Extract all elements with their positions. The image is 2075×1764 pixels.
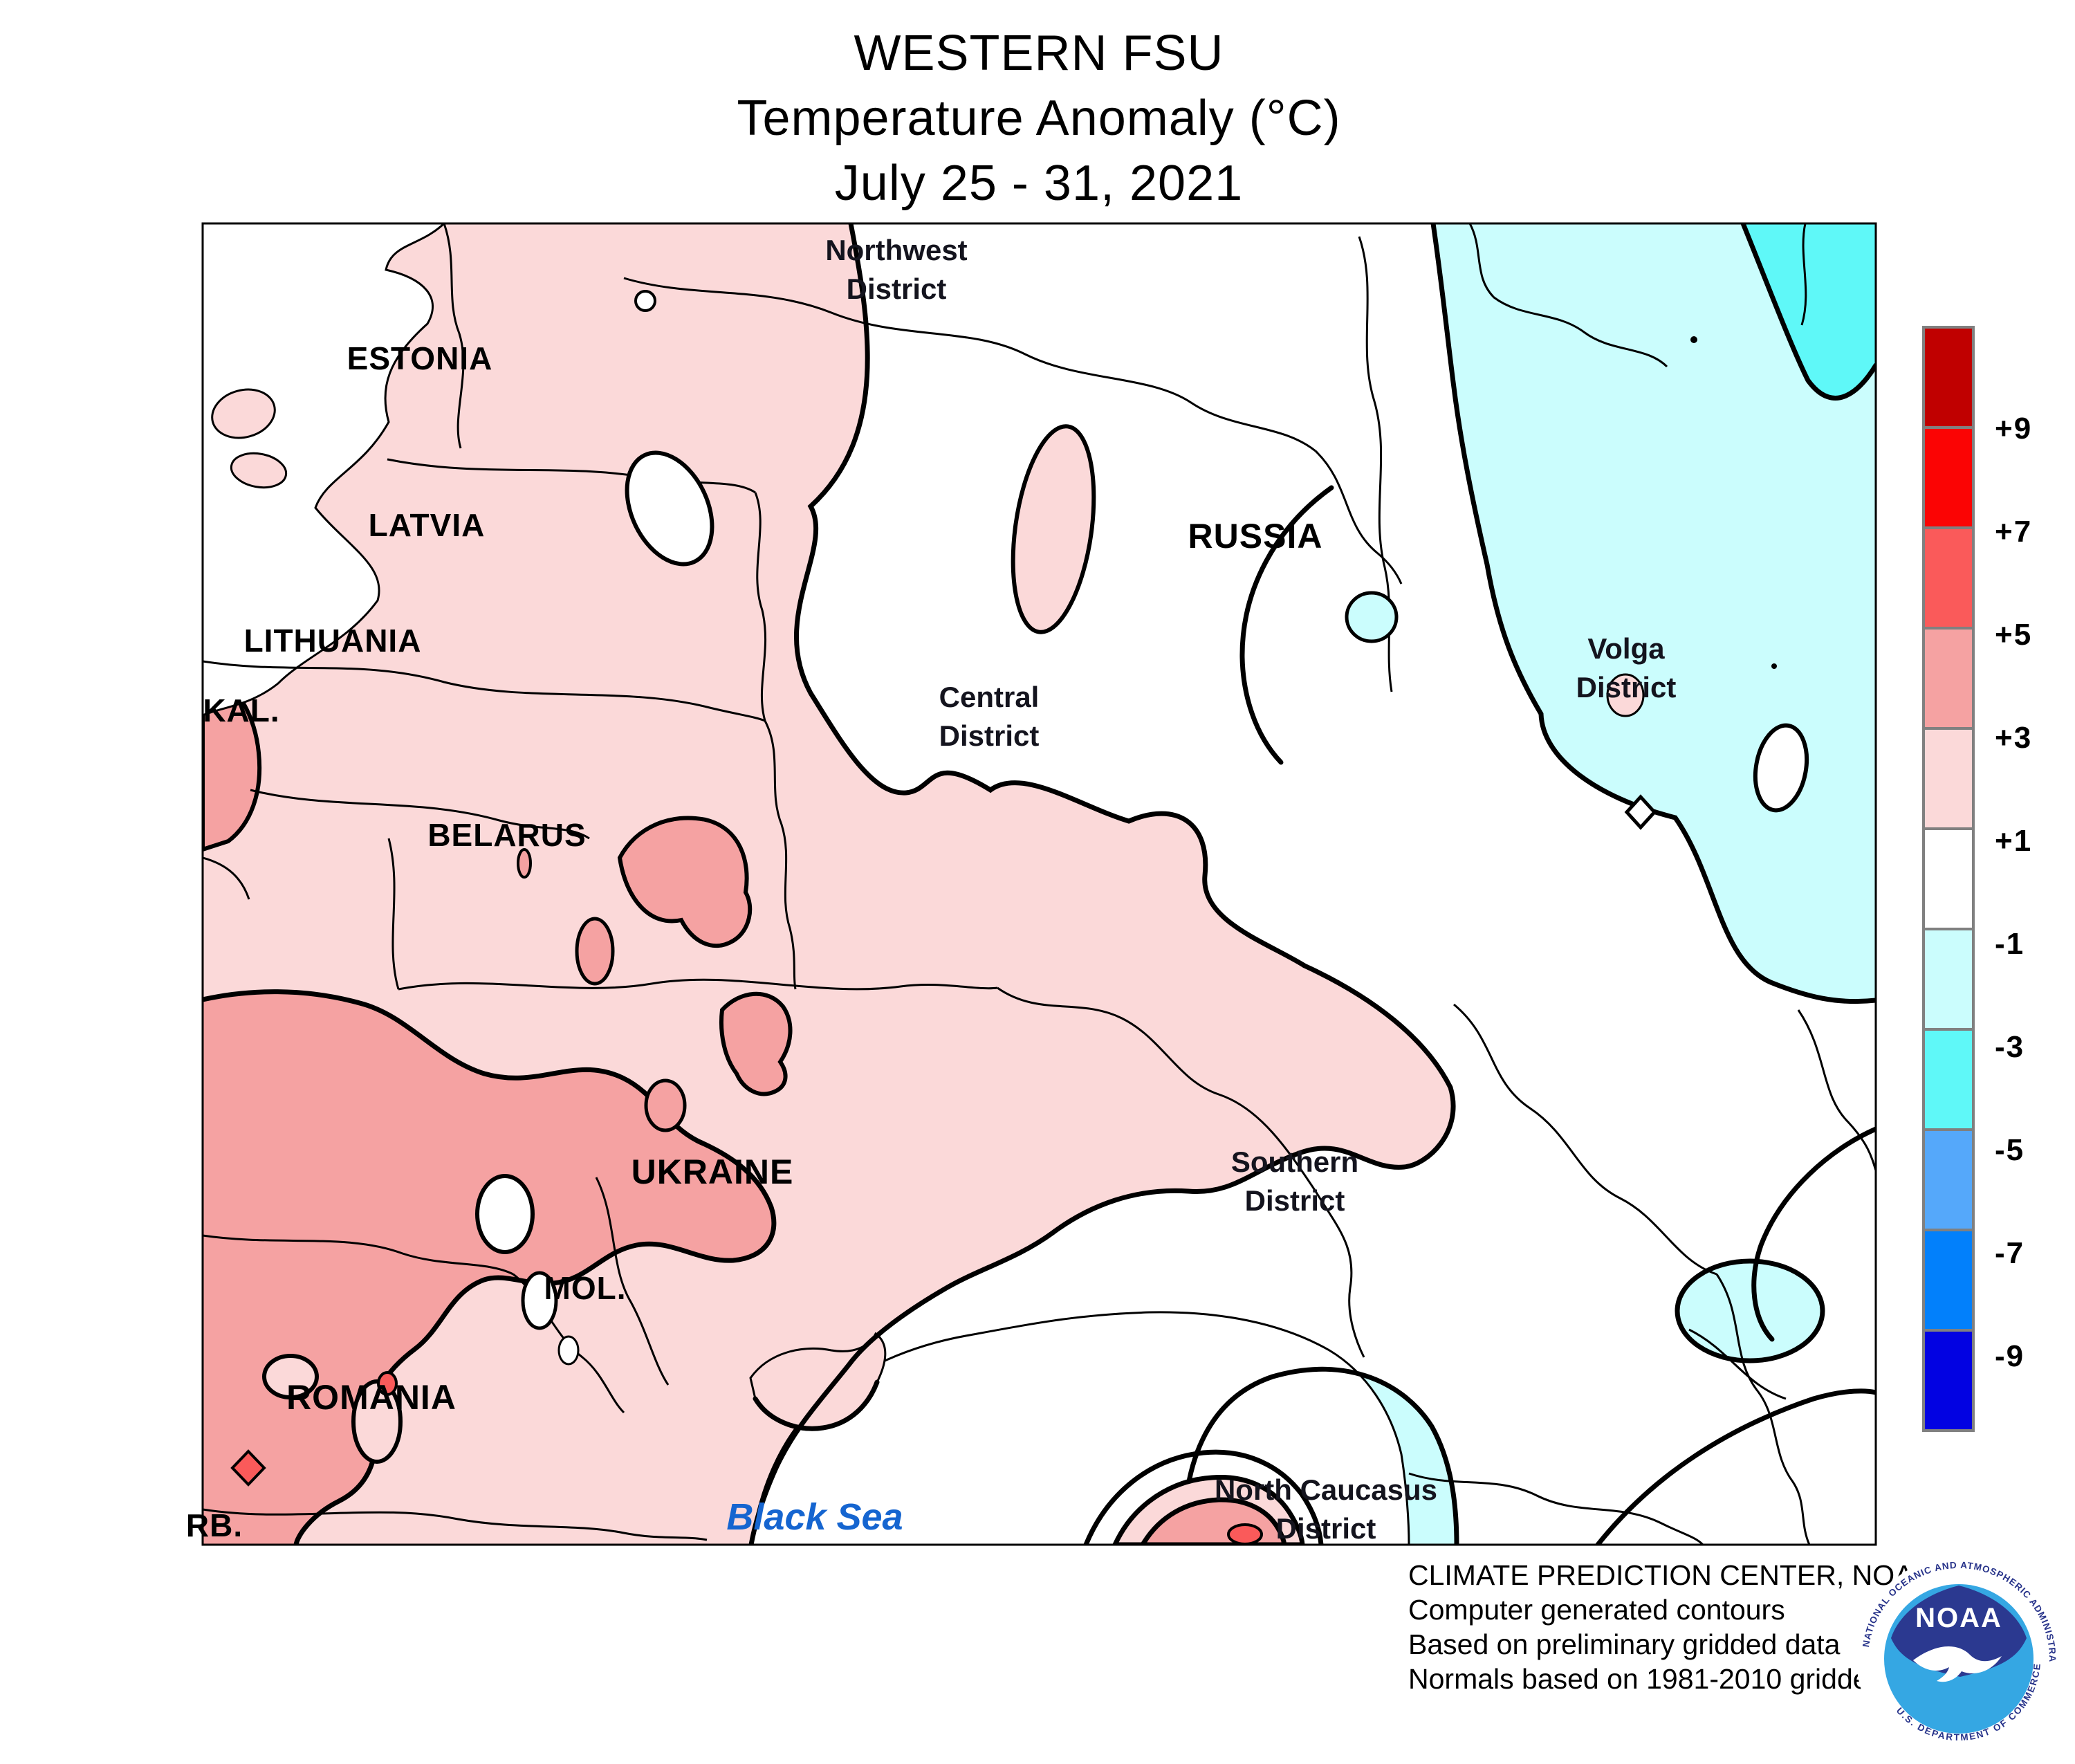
noaa-acronym: NOAA [1915, 1603, 2002, 1633]
legend-segment-5 [1922, 827, 1975, 930]
label-russia: RUSSIA [1188, 517, 1323, 555]
blob-plus3-belarus-east [617, 816, 753, 948]
estonia-island-2 [230, 452, 288, 489]
blob-plus3-small-2 [644, 1078, 687, 1132]
legend-value--9: -9 [1995, 1339, 2025, 1373]
title-period: July 25 - 31, 2021 [834, 156, 1244, 211]
label-central-district: Central District [939, 681, 1040, 752]
legend-segment-10 [1922, 1329, 1975, 1432]
region-plus3-southwest [203, 991, 774, 1545]
blob-plus1-volga [1606, 673, 1645, 717]
contour-crimea-coast [753, 1379, 880, 1431]
spot-plus5-serbia [230, 1449, 266, 1487]
legend-colorbar [1922, 326, 1975, 1432]
legend-value--7: -7 [1995, 1236, 2025, 1270]
title-variable: Temperature Anomaly (°C) [737, 91, 1341, 146]
legend-segment-0 [1922, 326, 1975, 429]
label-latvia: LATVIA [368, 507, 486, 543]
baltic-sea [203, 223, 446, 717]
legend-segment-9 [1922, 1229, 1975, 1332]
hole-plus1-romania-west [262, 1354, 319, 1399]
noaa-logo: NOAA NATIONAL OCEANIC AND ATMOSPHERIC AD… [1855, 1555, 2061, 1761]
label-serbia: RB. [185, 1507, 243, 1543]
hole-neutral-volga [1753, 723, 1809, 813]
legend-value-+5: +5 [1995, 618, 2033, 652]
hole-neutral-estonia [634, 290, 656, 312]
legend-segment-3 [1922, 627, 1975, 730]
legend-value-+9: +9 [1995, 412, 2033, 445]
label-kaliningrad: KAL. [203, 692, 280, 728]
title-region: WESTERN FSU [854, 26, 1224, 81]
label-estonia: ESTONIA [347, 340, 493, 376]
anomaly-contours [748, 223, 1876, 1545]
hole-neutral-diamond [1624, 794, 1657, 830]
label-lithuania: LITHUANIA [243, 623, 422, 659]
label-romania: ROMANIA [286, 1378, 456, 1417]
blob-plus1-central [1011, 424, 1096, 634]
blob-minus1-russia [1345, 591, 1399, 643]
legend-segment-8 [1922, 1128, 1975, 1231]
hole-neutral-moldova [521, 1271, 558, 1330]
map-title: WESTERN FSU Temperature Anomaly (°C) Jul… [737, 21, 1340, 216]
legend-segment-4 [1922, 727, 1975, 830]
label-northwest-district: Northwest District [825, 234, 968, 305]
map-frame [201, 222, 1877, 1546]
label-ukraine: UKRAINE [631, 1152, 794, 1191]
legend-value-+7: +7 [1995, 515, 2033, 549]
legend-segment-6 [1922, 928, 1975, 1031]
blob-plus3-sliver [517, 848, 532, 879]
legend-segment-2 [1922, 526, 1975, 630]
label-southern-district: Southern District [1230, 1146, 1359, 1217]
label-moldova: MOL. [544, 1270, 627, 1306]
credits-line-3: Based on preliminary gridded data [1408, 1628, 1841, 1660]
map-dot-2 [1771, 663, 1777, 669]
label-volga-district: Volga District [1576, 632, 1677, 704]
spot-plus5-romania [377, 1371, 398, 1396]
legend-value-+1: +1 [1995, 824, 2033, 858]
noaa-gull-icon [1913, 1646, 2002, 1682]
region-minus1-southeast [1675, 1258, 1825, 1363]
political-borders [203, 223, 1876, 1545]
lake-peipus [625, 450, 714, 567]
legend-segment-7 [1922, 1028, 1975, 1131]
hole-plus1-romania-south [351, 1379, 403, 1464]
map-dot-1 [1690, 336, 1697, 343]
legend-value--3: -3 [1995, 1030, 2025, 1064]
region-minus3-corner [1743, 223, 1876, 398]
blob-plus3-small-1 [575, 917, 615, 986]
label-black-sea: Black Sea [726, 1496, 903, 1538]
legend-segment-1 [1922, 426, 1975, 529]
hole-neutral-ukraine [475, 1174, 535, 1254]
legend-value--5: -5 [1995, 1133, 2025, 1167]
legend-value--1: -1 [1995, 927, 2025, 961]
legend-value-+3: +3 [1995, 721, 2033, 755]
label-north-caucasus-district: North Caucasus District [1214, 1473, 1438, 1545]
credits-line-1: CLIMATE PREDICTION CENTER, NOAA [1408, 1559, 1933, 1591]
hole-neutral-moldova-2 [557, 1335, 580, 1366]
credits-line-2: Computer generated contours [1408, 1594, 1785, 1626]
blob-plus3-ukraine-north [719, 991, 793, 1096]
estonia-island-1 [211, 388, 276, 439]
label-belarus: BELARUS [427, 817, 587, 853]
